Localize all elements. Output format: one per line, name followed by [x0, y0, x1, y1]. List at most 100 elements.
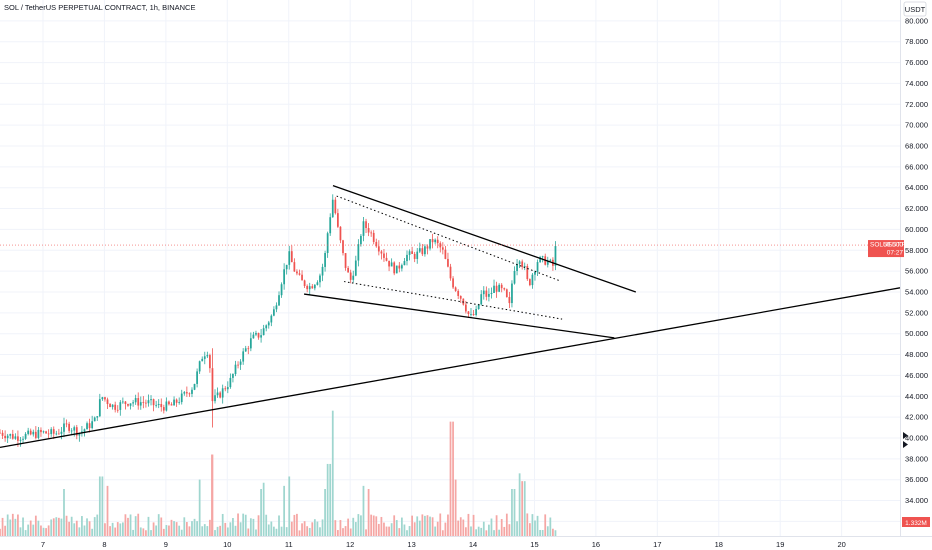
candle-body [536, 262, 539, 272]
candle-body [157, 403, 160, 405]
x-tick-label: 10 [223, 540, 231, 549]
x-tick-label: 7 [41, 540, 45, 549]
y-tick-label: 54.000 [905, 287, 928, 296]
volume-bar [285, 527, 288, 536]
candle-body [313, 284, 316, 289]
price-axis[interactable]: 32.00034.00036.00038.00040.00042.00044.0… [905, 16, 928, 526]
volume-bar [467, 513, 470, 536]
x-tick-label: 17 [653, 540, 661, 549]
x-tick-label: 18 [715, 540, 723, 549]
y-tick-label: 50.000 [905, 329, 928, 338]
volume-bar [127, 517, 129, 536]
candle-body [390, 262, 393, 267]
volume-bar [395, 520, 398, 536]
volume-bar [57, 517, 60, 536]
volume-bar [554, 530, 557, 536]
volume-bar [482, 521, 485, 536]
volume-bar [472, 514, 475, 536]
candle-body [63, 423, 65, 432]
volume-bar [490, 518, 493, 536]
volume-bar [83, 525, 86, 536]
candle-body [516, 264, 518, 272]
candle-body [518, 261, 521, 265]
volume-bar [86, 518, 88, 536]
x-tick-label: 11 [285, 540, 293, 549]
volume-bar [500, 519, 503, 536]
candle-body [403, 261, 406, 266]
candle-body [6, 435, 9, 439]
candles [0, 194, 557, 447]
candle-body [70, 430, 73, 432]
volume-bar [229, 522, 232, 536]
volume-bar [98, 476, 101, 536]
volume-bar [17, 514, 19, 536]
lower-channel-dotted[interactable] [343, 281, 563, 320]
candle-body [298, 273, 301, 275]
candle-body [485, 290, 488, 297]
scroll-arrows[interactable] [903, 432, 908, 448]
volume-bar [354, 522, 357, 536]
volume-bar [316, 521, 319, 536]
candle-body [155, 404, 158, 406]
volume-bar [252, 518, 255, 536]
volume-bar [385, 526, 388, 536]
volume-bar [198, 479, 201, 536]
volume-bar [403, 524, 406, 536]
volume-bar [193, 518, 196, 536]
candle-body [32, 431, 35, 435]
time-axis[interactable]: 7 8 9 10 11 12 13 14 15 16 17 18 19 20 [41, 540, 846, 549]
volume-bar [24, 530, 27, 536]
volume-bar [421, 514, 424, 536]
volume-bar [70, 516, 73, 536]
volume-bar [50, 519, 53, 536]
ascending-support-line[interactable] [0, 287, 901, 449]
volume-bar [216, 526, 219, 536]
volume-bar [63, 489, 65, 536]
volume-bar [9, 519, 12, 536]
candle-body [247, 348, 250, 350]
y-tick-label: 46.000 [905, 371, 928, 380]
volume-bar [523, 481, 526, 536]
candle-body [360, 235, 362, 245]
x-tick-label: 20 [837, 540, 845, 549]
volume-bar [267, 524, 270, 536]
candle-body [188, 393, 191, 395]
candle-body [541, 256, 544, 258]
lower-trendline[interactable] [304, 293, 615, 339]
volume-bar [531, 514, 534, 536]
scroll-right-icon-2[interactable] [903, 441, 908, 448]
volume-bar [339, 520, 342, 536]
candle-body [83, 429, 86, 432]
trend-drawings[interactable] [0, 185, 901, 449]
volume-bar [434, 526, 437, 536]
candle-body [280, 284, 283, 296]
volume-bar [188, 526, 191, 536]
candle-body [98, 399, 101, 417]
currency-button[interactable]: USDT [903, 1, 927, 17]
volume-bar [132, 529, 134, 536]
candle-body [91, 421, 94, 429]
volume-bar [247, 528, 250, 536]
scroll-right-icon[interactable] [903, 432, 908, 439]
candle-body [480, 294, 483, 305]
candle-body [447, 258, 449, 267]
candle-body [57, 433, 60, 435]
volume-bar [534, 520, 536, 536]
candle-body [377, 246, 380, 252]
candle-body [17, 436, 19, 441]
volume-bar [0, 528, 1, 536]
volume-bar [40, 525, 42, 536]
upper-trendline[interactable] [332, 185, 637, 293]
volume-bar [526, 513, 529, 536]
candle-body [495, 285, 498, 292]
candle-body [380, 251, 383, 254]
volume-bar [462, 519, 465, 536]
volume-bar [444, 522, 447, 536]
candle-body [411, 251, 413, 254]
candle-body [308, 286, 311, 290]
candle-body [239, 361, 242, 365]
volume-bar [326, 463, 329, 536]
candle-body [78, 433, 81, 436]
candle-body [362, 221, 365, 236]
